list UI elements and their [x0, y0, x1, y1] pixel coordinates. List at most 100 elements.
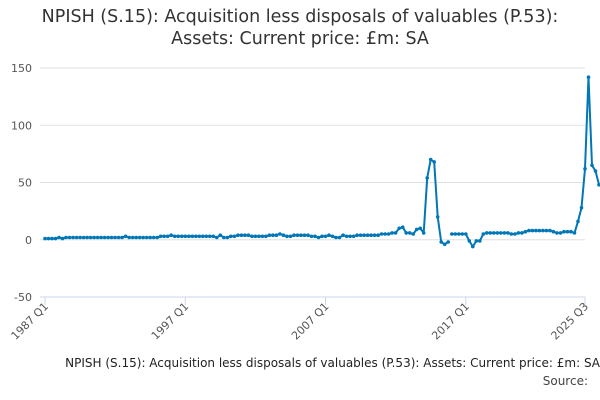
data-point	[365, 233, 370, 237]
data-point	[407, 231, 412, 235]
data-point	[460, 232, 465, 236]
data-point	[253, 234, 258, 239]
data-point	[274, 233, 279, 237]
data-point	[428, 157, 433, 162]
data-point	[190, 234, 195, 239]
data-point	[155, 235, 159, 240]
data-point	[583, 167, 587, 171]
data-point	[127, 235, 131, 240]
data-point	[457, 232, 461, 236]
data-point	[544, 228, 549, 233]
data-point	[450, 232, 454, 236]
data-point	[67, 235, 72, 240]
data-point	[551, 229, 556, 234]
x-tick-label: 1987 Q1	[9, 300, 52, 343]
data-point	[172, 234, 177, 239]
data-point	[390, 231, 394, 235]
data-point	[481, 232, 486, 236]
data-point	[158, 234, 163, 239]
data-point	[102, 235, 107, 240]
data-point	[572, 231, 577, 235]
data-point	[113, 235, 117, 240]
data-point	[257, 234, 261, 239]
chart-title-line-1: NPISH (S.15): Acquisition less disposals…	[41, 7, 559, 27]
data-point	[411, 232, 416, 236]
data-point	[485, 231, 489, 235]
data-point	[565, 229, 570, 234]
data-point	[81, 235, 86, 240]
data-point	[295, 233, 300, 237]
data-point	[393, 231, 398, 235]
data-point	[400, 225, 405, 229]
data-point	[464, 232, 468, 236]
data-point	[208, 234, 212, 239]
data-point	[495, 231, 500, 235]
data-point	[165, 234, 170, 239]
data-point	[492, 231, 496, 235]
data-point	[74, 235, 79, 240]
data-point	[109, 235, 114, 240]
x-tick-label: 2025 Q3	[549, 300, 592, 343]
x-tick-label: 2007 Q1	[289, 300, 332, 343]
data-point	[309, 234, 314, 239]
data-point	[404, 231, 409, 235]
data-point	[442, 242, 447, 247]
data-point	[555, 231, 559, 235]
data-point	[548, 228, 552, 233]
data-point	[471, 244, 475, 249]
data-point	[260, 234, 265, 239]
data-point	[421, 231, 426, 235]
data-point	[236, 233, 240, 237]
data-point	[43, 236, 47, 241]
data-point	[414, 227, 419, 232]
data-point	[383, 232, 387, 236]
data-point	[64, 235, 68, 240]
source-label: Source:	[542, 374, 588, 388]
data-point	[169, 233, 173, 237]
data-point	[130, 235, 135, 240]
data-point	[323, 234, 328, 239]
data-point	[92, 235, 96, 240]
data-point	[425, 176, 430, 180]
data-point	[194, 234, 198, 239]
data-point	[478, 239, 482, 243]
data-point	[299, 233, 303, 237]
data-point	[183, 234, 188, 239]
data-point	[197, 234, 202, 239]
data-point	[151, 235, 156, 240]
data-point	[439, 240, 444, 244]
data-point	[341, 233, 345, 237]
y-tick-label: 150	[11, 62, 32, 75]
data-point	[372, 233, 377, 237]
data-point	[176, 234, 180, 239]
data-point	[162, 234, 166, 239]
x-tick-label: 2017 Q1	[429, 300, 472, 343]
data-point	[211, 234, 216, 239]
data-point	[593, 169, 598, 173]
chart-title-line-2: Assets: Current price: £m: SA	[171, 29, 429, 49]
data-point	[218, 233, 223, 237]
data-point	[558, 231, 563, 235]
y-tick-label: 100	[11, 119, 32, 132]
data-point	[513, 232, 517, 236]
data-point	[85, 235, 89, 240]
data-point	[369, 233, 373, 237]
data-point	[187, 234, 191, 239]
data-point	[306, 233, 310, 237]
data-point	[509, 232, 514, 236]
data-point	[222, 235, 226, 240]
data-point	[229, 234, 233, 239]
data-point	[537, 228, 542, 233]
data-point	[271, 233, 275, 237]
data-point	[334, 235, 338, 240]
data-point	[78, 235, 82, 240]
data-point	[57, 235, 61, 240]
data-point	[71, 235, 75, 240]
data-point	[243, 233, 247, 237]
data-point	[116, 235, 121, 240]
data-point	[316, 235, 321, 240]
data-point	[337, 235, 342, 240]
data-point	[292, 233, 296, 237]
data-point	[148, 235, 152, 240]
